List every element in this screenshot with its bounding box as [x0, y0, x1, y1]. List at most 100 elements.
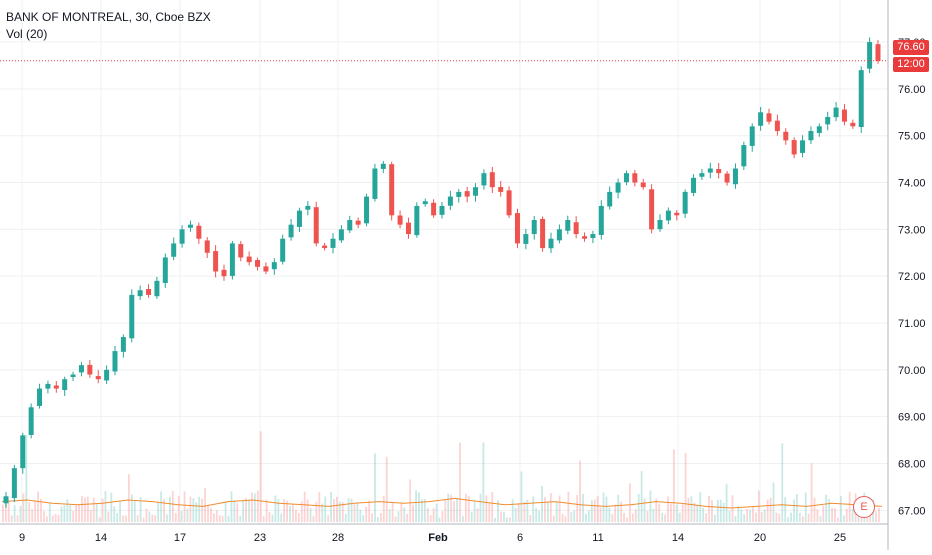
x-tick-label: 20 — [754, 532, 766, 544]
volume-bar — [787, 517, 790, 522]
volume-bar — [549, 493, 552, 522]
volume-bar — [576, 494, 579, 522]
candle-body — [573, 222, 579, 235]
candle-body — [129, 294, 135, 339]
volume-bar — [388, 509, 391, 522]
volume-bar — [523, 501, 526, 522]
candle-body — [397, 215, 403, 225]
volume-bar — [210, 507, 212, 522]
volume-bar — [338, 501, 341, 522]
candle-body — [271, 262, 277, 270]
volume-bar — [292, 503, 294, 522]
volume-ma-line — [1, 497, 883, 509]
volume-bar — [825, 494, 828, 522]
volume-bar — [280, 513, 283, 522]
volume-bar — [253, 493, 256, 522]
candle-body — [213, 251, 219, 272]
volume-bar — [573, 510, 576, 522]
volume-bar — [251, 492, 253, 522]
volume-bar — [347, 498, 350, 522]
volume-bar — [497, 500, 499, 522]
candle-body — [657, 219, 663, 230]
volume-bar — [403, 507, 406, 522]
candle-body — [296, 210, 302, 227]
volume-bar — [529, 515, 532, 522]
volume-bar — [804, 492, 807, 522]
volume-bar — [324, 496, 327, 522]
volume-bar — [125, 515, 127, 522]
candle-body — [766, 113, 772, 122]
volume-bar — [590, 500, 593, 522]
volume-bar — [145, 508, 148, 522]
volume-bar — [456, 498, 458, 522]
volume-bar — [412, 504, 414, 522]
volume-bar — [333, 499, 335, 522]
volume-bar — [541, 485, 543, 522]
volume-bar — [81, 496, 83, 522]
volume-bar — [857, 516, 860, 522]
candle-body — [137, 290, 143, 297]
volume-bar — [104, 490, 107, 522]
volume-bar — [778, 513, 781, 522]
volume-bar — [7, 501, 10, 522]
volume-bar — [295, 509, 297, 522]
volume-bar — [51, 515, 54, 522]
volume-bar — [57, 514, 60, 522]
volume-bar — [731, 495, 734, 522]
volume-bar — [95, 504, 98, 522]
volume-bar — [75, 505, 78, 522]
volume-bar — [716, 499, 719, 522]
candle-body — [330, 238, 336, 248]
volume-bar — [681, 504, 684, 522]
volume-bar — [171, 490, 174, 522]
volume-bar — [734, 516, 737, 522]
volume-bar — [713, 514, 716, 522]
candle-body — [305, 205, 311, 210]
volume-bar — [142, 517, 145, 522]
candle-body — [498, 187, 504, 192]
volume-bar — [277, 499, 280, 522]
volume-bar — [798, 512, 801, 522]
volume-bar — [377, 517, 379, 522]
candle-body — [3, 496, 9, 504]
volume-bar — [839, 495, 842, 522]
volume-bar — [212, 513, 215, 522]
volume-bar — [154, 515, 157, 522]
candle-body — [749, 126, 755, 146]
candle-body — [531, 219, 537, 235]
candle-body — [280, 238, 286, 262]
volume-bar — [646, 511, 649, 522]
volume-bar — [760, 512, 763, 522]
volume-bar — [775, 512, 778, 522]
volume-bar — [415, 490, 417, 522]
volume-bar — [793, 499, 795, 522]
volume-legend: Vol (20) — [6, 27, 48, 41]
y-tick-label: 75.00 — [898, 131, 926, 143]
volume-bar — [25, 435, 28, 522]
candle-body — [255, 259, 261, 267]
candle-body — [825, 116, 831, 125]
candle-body — [858, 70, 864, 128]
volume-bar — [189, 496, 192, 522]
volume-bar — [221, 516, 224, 522]
volume-bar — [640, 471, 643, 522]
volume-bar — [10, 515, 13, 522]
candle-body — [481, 173, 487, 186]
volume-bar — [368, 500, 371, 522]
candle-body — [447, 196, 453, 206]
volume-bar — [379, 513, 382, 522]
earnings-marker-icon[interactable]: E — [853, 496, 875, 518]
chart-legend: BANK OF MONTREAL, 30, Cboe BZX Vol (20) — [6, 9, 211, 43]
volume-bar — [503, 511, 505, 522]
volume-bar — [453, 500, 456, 522]
volume-bar — [22, 493, 25, 522]
volume-bar — [459, 442, 461, 522]
volume-bar — [608, 507, 611, 522]
y-tick-label: 72.00 — [898, 271, 926, 283]
volume-bar — [16, 515, 19, 522]
candles — [3, 37, 881, 508]
candle-body — [221, 269, 227, 277]
volume-bar — [570, 512, 573, 522]
